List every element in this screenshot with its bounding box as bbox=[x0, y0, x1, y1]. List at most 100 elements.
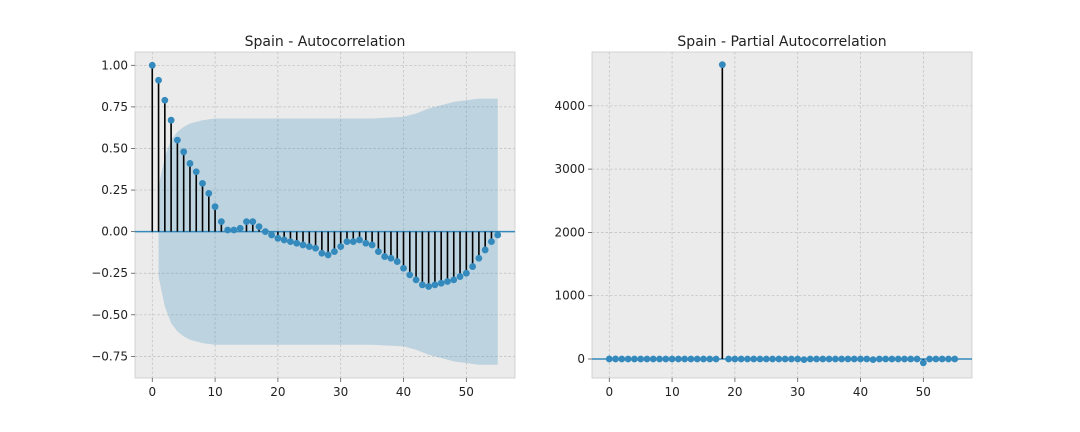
data-point bbox=[331, 248, 338, 255]
data-point bbox=[393, 258, 401, 265]
data-point bbox=[343, 238, 351, 246]
data-point bbox=[450, 276, 458, 284]
data-point bbox=[649, 355, 657, 363]
data-point bbox=[167, 116, 175, 124]
y-tick-label: 2000 bbox=[554, 225, 585, 239]
data-point bbox=[412, 276, 420, 284]
data-point bbox=[400, 264, 407, 272]
data-point bbox=[299, 241, 307, 249]
data-point bbox=[794, 355, 802, 363]
data-point bbox=[888, 355, 896, 363]
data-point bbox=[161, 96, 169, 104]
data-point bbox=[907, 355, 915, 363]
data-point bbox=[192, 168, 200, 176]
data-point bbox=[813, 355, 820, 363]
y-tick-label: 4000 bbox=[554, 99, 585, 113]
data-point bbox=[224, 226, 232, 234]
data-point bbox=[444, 278, 451, 285]
data-point bbox=[850, 355, 858, 363]
x-tick-label: 0 bbox=[148, 385, 156, 399]
data-point bbox=[481, 246, 489, 254]
data-point bbox=[387, 254, 395, 262]
data-point bbox=[882, 355, 890, 363]
data-point bbox=[456, 273, 464, 280]
data-point bbox=[674, 355, 682, 363]
y-tick-label: 1.00 bbox=[101, 58, 128, 72]
x-tick-label: 30 bbox=[333, 385, 348, 399]
data-point bbox=[374, 248, 382, 255]
data-point bbox=[750, 355, 758, 363]
data-point bbox=[838, 355, 846, 363]
data-point bbox=[155, 76, 162, 84]
data-point bbox=[293, 239, 301, 247]
data-point bbox=[819, 355, 827, 363]
data-point bbox=[700, 355, 707, 363]
data-point bbox=[901, 355, 908, 363]
data-point bbox=[274, 234, 282, 242]
data-point bbox=[913, 355, 921, 363]
data-point bbox=[243, 218, 250, 226]
data-point bbox=[863, 355, 871, 363]
partial-autocorrelation-chart: 0 10 20 30 40 50 0 1000 2000 3000 4000 Spain - Part… bbox=[554, 34, 973, 399]
data-point bbox=[494, 231, 502, 239]
data-point bbox=[249, 218, 257, 226]
data-point bbox=[180, 148, 188, 156]
data-point bbox=[381, 253, 389, 260]
data-point bbox=[693, 355, 701, 363]
data-point bbox=[186, 160, 194, 167]
data-point bbox=[406, 271, 414, 279]
data-point bbox=[662, 355, 670, 363]
data-point bbox=[349, 238, 357, 246]
data-point bbox=[462, 269, 470, 277]
data-point bbox=[806, 355, 814, 363]
autocorrelation-chart: 0 10 20 30 40 50 −0.75 −0.50 −0.25 0.00 0.25 0.50 0.… bbox=[91, 34, 516, 399]
y-tick-label: −0.50 bbox=[91, 308, 128, 322]
y-tick-label: 0.50 bbox=[101, 141, 128, 155]
data-point bbox=[643, 355, 651, 363]
data-point bbox=[475, 254, 483, 262]
data-point bbox=[706, 355, 714, 363]
data-point bbox=[148, 61, 156, 69]
data-point bbox=[324, 251, 332, 259]
data-point bbox=[756, 355, 764, 363]
data-point bbox=[362, 239, 370, 247]
x-tick-label: 50 bbox=[916, 385, 931, 399]
data-point bbox=[205, 189, 213, 197]
data-point bbox=[831, 355, 839, 363]
data-point bbox=[762, 355, 770, 363]
data-point bbox=[656, 355, 663, 363]
data-point bbox=[725, 355, 733, 363]
y-tick-label: −0.75 bbox=[91, 349, 128, 363]
chart-title: Spain - Partial Autocorrelation bbox=[677, 34, 886, 50]
data-point bbox=[624, 355, 632, 363]
data-point bbox=[744, 355, 751, 363]
data-point bbox=[425, 283, 433, 290]
data-point bbox=[255, 223, 263, 231]
data-point bbox=[287, 238, 294, 246]
data-point bbox=[668, 355, 676, 363]
x-tick-label: 40 bbox=[396, 385, 411, 399]
data-point bbox=[199, 179, 206, 187]
data-point bbox=[469, 263, 477, 270]
y-tick-label: 1000 bbox=[554, 289, 585, 303]
data-point bbox=[261, 228, 269, 236]
data-point bbox=[431, 281, 439, 289]
data-point bbox=[637, 355, 645, 363]
data-point bbox=[938, 355, 946, 363]
data-point bbox=[712, 355, 720, 363]
data-point bbox=[687, 355, 695, 363]
x-tick-label: 30 bbox=[790, 385, 805, 399]
data-point bbox=[305, 243, 313, 251]
data-point bbox=[173, 136, 181, 144]
data-point bbox=[869, 356, 877, 364]
data-point bbox=[605, 355, 613, 363]
data-point bbox=[857, 355, 864, 363]
plot-area bbox=[134, 51, 516, 379]
y-tick-label: −0.25 bbox=[91, 266, 128, 280]
data-point bbox=[775, 355, 783, 363]
data-point bbox=[875, 355, 883, 363]
data-point bbox=[894, 355, 902, 363]
x-tick-label: 20 bbox=[270, 385, 285, 399]
y-tick-label: 0.25 bbox=[101, 183, 128, 197]
